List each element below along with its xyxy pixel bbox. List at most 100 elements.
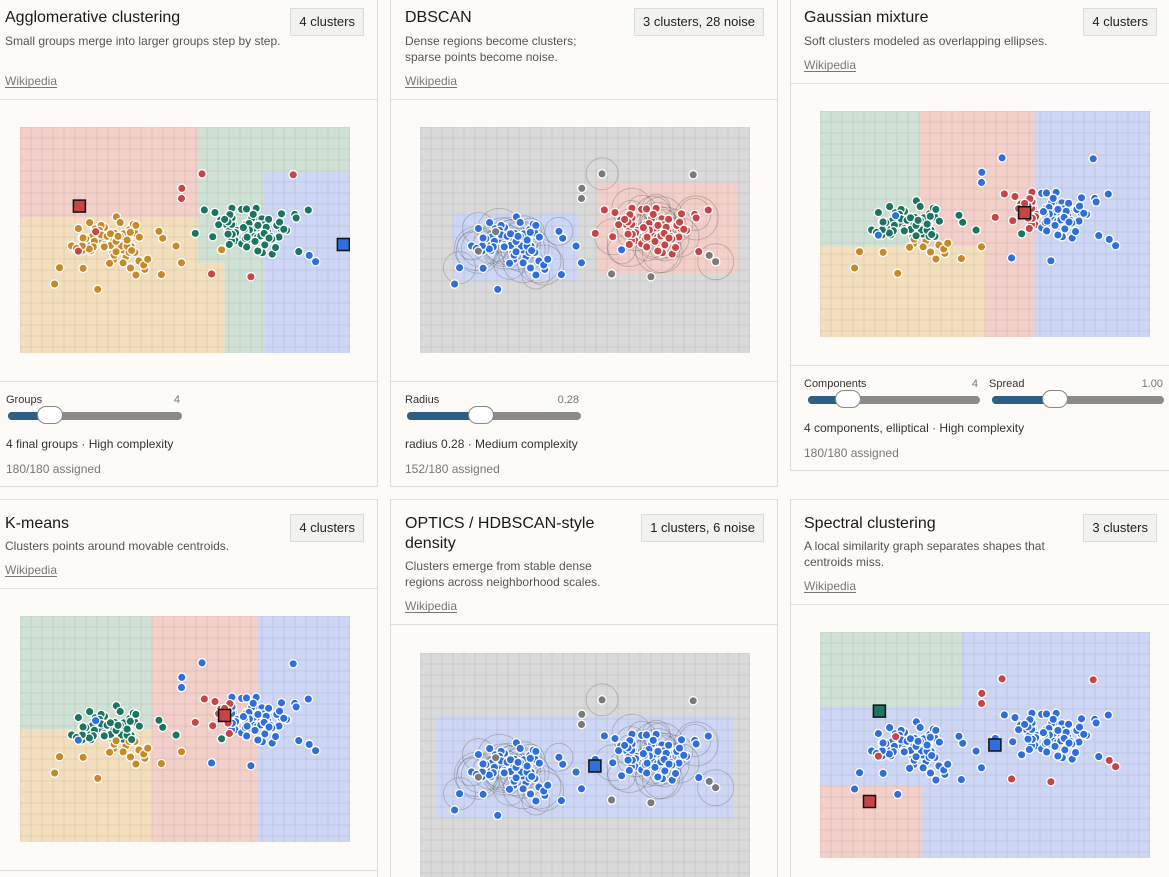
cluster-plot[interactable] — [20, 616, 350, 842]
data-point — [1050, 741, 1060, 752]
data-point — [1010, 191, 1020, 202]
wikipedia-link[interactable]: Wikipedia — [5, 563, 58, 577]
data-point — [134, 232, 145, 243]
cluster-plot[interactable] — [420, 653, 750, 877]
grid — [420, 653, 750, 877]
centroid-marker[interactable] — [1017, 205, 1032, 220]
data-point — [997, 673, 1007, 684]
data-point — [303, 205, 314, 215]
slider-thumb[interactable] — [835, 390, 861, 408]
card-optics: OPTICS / HDBSCAN-style density Clusters … — [390, 499, 778, 877]
data-point — [556, 269, 567, 280]
data-point — [1024, 223, 1035, 234]
data-point — [54, 262, 65, 273]
data-point — [931, 204, 941, 215]
data-point — [263, 703, 274, 714]
data-point — [78, 722, 88, 732]
data-point — [291, 213, 302, 223]
data-point — [78, 263, 88, 274]
data-point — [250, 236, 260, 247]
controls-panel: Groups 4 4 final groups · High complexit… — [0, 381, 377, 488]
data-point — [131, 270, 141, 280]
card-description: A local similarity graph separates shape… — [804, 539, 1045, 569]
data-point — [304, 250, 315, 261]
slider-thumb[interactable] — [37, 406, 63, 424]
wikipedia-link[interactable]: Wikipedia — [405, 74, 458, 88]
data-point — [659, 240, 670, 250]
card-title: Spectral clustering — [804, 515, 936, 532]
data-point — [246, 271, 256, 282]
summary-text: 4 final groups · High complexity — [6, 437, 174, 451]
data-point — [224, 239, 235, 250]
data-point — [99, 242, 110, 252]
data-point — [1038, 727, 1049, 738]
wikipedia-link[interactable]: Wikipedia — [804, 58, 857, 72]
data-point — [542, 780, 553, 791]
card-title: K-means — [5, 515, 70, 532]
wikipedia-link[interactable]: Wikipedia — [405, 599, 458, 613]
region-layer — [20, 127, 350, 353]
data-point — [934, 216, 945, 227]
slider-thumb[interactable] — [468, 406, 494, 424]
data-point — [199, 205, 210, 215]
controls-panel: Components 4 Spread 1.00 4 components, e… — [791, 365, 1169, 472]
data-point — [652, 772, 663, 782]
data-point — [1041, 188, 1052, 198]
components-slider[interactable] — [808, 390, 980, 408]
centroid-marker[interactable] — [988, 738, 1002, 752]
centroid-marker[interactable] — [72, 199, 87, 213]
data-point — [878, 768, 888, 779]
data-point — [118, 257, 128, 268]
data-point — [641, 768, 652, 778]
cluster-plot[interactable] — [820, 111, 1150, 337]
slider-thumb[interactable] — [1042, 390, 1068, 408]
spread-slider[interactable] — [992, 390, 1164, 408]
centroid-marker[interactable] — [862, 794, 877, 809]
card-kmeans: K-means Clusters points around movable c… — [0, 499, 378, 877]
data-point — [73, 712, 84, 723]
data-point — [1078, 729, 1089, 740]
data-point — [115, 217, 126, 228]
data-point — [1104, 234, 1115, 245]
centroid-marker[interactable] — [217, 708, 232, 723]
data-point — [849, 784, 860, 794]
data-point — [207, 720, 218, 731]
data-point — [490, 226, 501, 237]
data-point — [513, 231, 523, 242]
data-point — [704, 250, 715, 261]
wikipedia-link[interactable]: Wikipedia — [804, 579, 857, 593]
centroid-marker[interactable] — [588, 759, 602, 773]
data-point — [997, 152, 1007, 163]
data-point — [1104, 755, 1115, 766]
controls-panel — [0, 870, 377, 877]
data-point — [942, 759, 953, 770]
wikipedia-link[interactable]: Wikipedia — [5, 74, 58, 88]
data-point — [1091, 197, 1102, 207]
data-point — [104, 258, 115, 269]
radius-slider[interactable] — [407, 406, 581, 424]
assigned-count: 180/180 assigned — [6, 462, 101, 476]
centroid-marker[interactable] — [872, 704, 887, 718]
cluster-plot[interactable] — [820, 632, 1150, 858]
centroid-marker[interactable] — [336, 237, 350, 252]
data-point — [263, 214, 274, 225]
data-point — [78, 752, 88, 763]
data-point — [670, 242, 681, 253]
data-point — [518, 783, 528, 794]
data-point — [288, 658, 299, 669]
data-point — [49, 279, 60, 289]
data-point — [134, 721, 145, 732]
cluster-plot[interactable] — [20, 127, 350, 353]
cluster-plot[interactable] — [420, 127, 750, 353]
groups-slider[interactable] — [8, 406, 182, 424]
data-point — [531, 270, 541, 280]
assigned-count: 152/180 assigned — [405, 462, 500, 476]
data-point — [610, 207, 620, 218]
data-point — [171, 241, 181, 251]
data-point — [525, 263, 536, 273]
data-point — [197, 168, 207, 179]
data-point — [899, 747, 910, 757]
data-point — [473, 223, 484, 234]
data-point — [534, 758, 545, 769]
data-point — [554, 226, 564, 237]
